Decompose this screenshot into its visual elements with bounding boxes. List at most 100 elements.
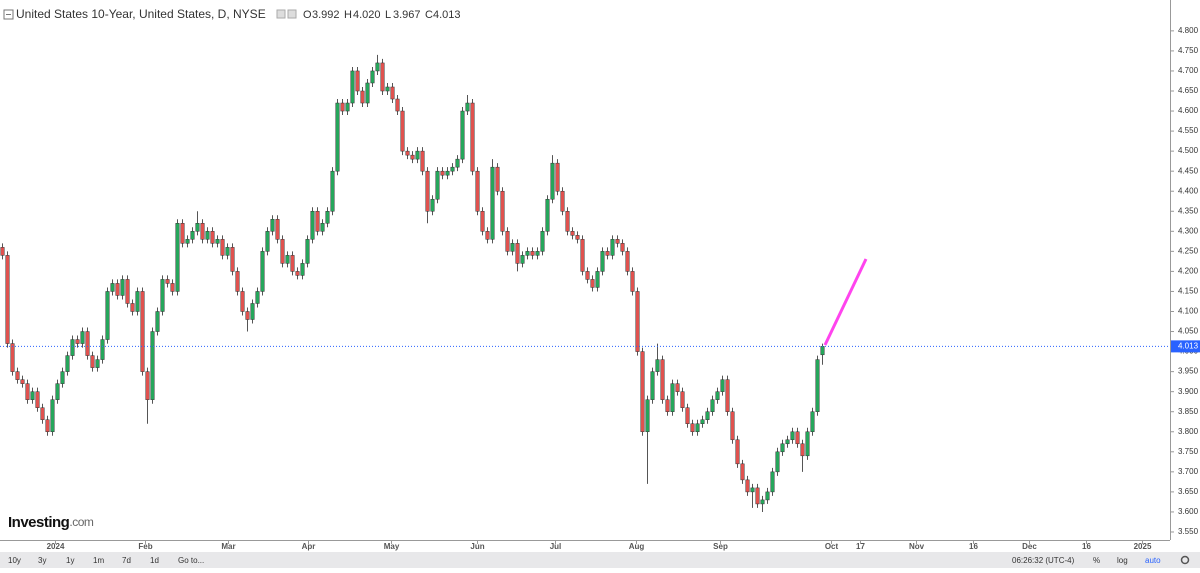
range-button[interactable]: 3y [38, 556, 46, 565]
candle-body [710, 399, 715, 412]
collapse-icon[interactable] [3, 9, 14, 20]
y-tick-label: 4.650 [1178, 86, 1199, 95]
candle-body [160, 279, 165, 312]
candle-body [470, 102, 475, 172]
candle-body [485, 231, 490, 240]
candle-body [675, 383, 680, 392]
candle-body [620, 243, 625, 252]
y-tick-label: 4.550 [1178, 126, 1199, 135]
candle-body [85, 331, 90, 356]
x-tick-label: Oct [825, 542, 839, 551]
candle-body [705, 411, 710, 420]
goto-button[interactable]: Go to... [178, 556, 204, 565]
candle-body [765, 491, 770, 501]
candle-body [810, 411, 815, 433]
candle-body [110, 283, 115, 292]
candle-body [150, 331, 155, 400]
candle-body [560, 190, 565, 212]
candle-body [390, 86, 395, 100]
candle-body [210, 231, 215, 244]
candle-body [480, 211, 485, 232]
candle-body [505, 231, 510, 252]
candle-body [335, 102, 340, 172]
candle-body [95, 359, 100, 368]
ohlc-value: 4.013 [433, 9, 461, 21]
candle-body [5, 255, 10, 344]
candle-body [720, 379, 725, 392]
percent-button[interactable]: % [1093, 556, 1100, 565]
candle-body [285, 255, 290, 264]
candle-body [715, 391, 720, 400]
clock: 06:26:32 (UTC-4) [1012, 556, 1075, 565]
candle-body [665, 399, 670, 412]
candle-body [630, 271, 635, 292]
candle-body [535, 251, 540, 256]
y-tick-label: 4.300 [1178, 226, 1199, 235]
candle-body [580, 239, 585, 272]
candle-body [545, 198, 550, 232]
range-button[interactable]: 1y [66, 556, 74, 565]
candle-body [130, 303, 135, 312]
candle-body [340, 102, 345, 112]
y-tick-label: 3.750 [1178, 447, 1199, 456]
candle-body [500, 190, 505, 232]
candle-body [260, 251, 265, 292]
range-button[interactable]: 1d [150, 556, 159, 565]
candle-body [610, 239, 615, 256]
symbol[interactable]: United States 10-Year, United States, D,… [16, 7, 266, 21]
candle-body [795, 431, 800, 445]
candle-body [155, 311, 160, 332]
auto-button[interactable]: auto [1145, 556, 1161, 565]
candle-body [220, 239, 225, 256]
candle-body [15, 371, 20, 380]
ohlc-label: O [303, 9, 312, 21]
candle-body [635, 291, 640, 352]
candle-body [540, 231, 545, 252]
candle-body [735, 439, 740, 465]
candle-body [515, 243, 520, 264]
candle-body [775, 451, 780, 473]
candle-body [690, 423, 695, 433]
y-tick-label: 4.150 [1178, 287, 1199, 296]
candle-body [745, 479, 750, 493]
range-button[interactable]: 10y [8, 556, 21, 565]
candle-body [305, 239, 310, 264]
candle-body [215, 239, 220, 244]
candle-body [80, 331, 85, 344]
icon[interactable] [276, 9, 286, 19]
log-button[interactable]: log [1117, 556, 1128, 565]
candle-body [300, 263, 305, 276]
candle-body [640, 351, 645, 433]
candle-body [420, 150, 425, 172]
icon[interactable] [287, 9, 297, 19]
x-tick-label: Feb [138, 542, 152, 551]
trend-drawing[interactable] [823, 258, 868, 346]
range-button[interactable]: 7d [122, 556, 131, 565]
candle-body [70, 339, 75, 356]
candle-body [670, 383, 675, 412]
candle-body [725, 379, 730, 412]
candle-body [590, 279, 595, 288]
y-tick-label: 3.550 [1178, 527, 1199, 536]
settings-icon[interactable] [1180, 555, 1190, 565]
candle-body [90, 355, 95, 368]
candle-body [355, 70, 360, 92]
x-tick-label: Apr [302, 542, 316, 551]
x-tick-label: Sep [713, 542, 728, 551]
candle-body [475, 170, 480, 212]
y-tick-label: 4.750 [1178, 46, 1199, 55]
candle-body [60, 371, 65, 384]
candle-body [585, 271, 590, 280]
candle-body [290, 255, 295, 272]
candle-body [550, 162, 555, 200]
candle-body [105, 291, 110, 340]
candle-body [125, 279, 130, 304]
x-tick-label: Jun [470, 542, 484, 551]
candle-body [350, 70, 355, 104]
candle-body [250, 303, 255, 320]
candle-body [270, 219, 275, 232]
range-button[interactable]: 1m [93, 556, 104, 565]
x-tick-label: Jul [550, 542, 562, 551]
candle-body [315, 211, 320, 232]
candle-body [320, 223, 325, 232]
